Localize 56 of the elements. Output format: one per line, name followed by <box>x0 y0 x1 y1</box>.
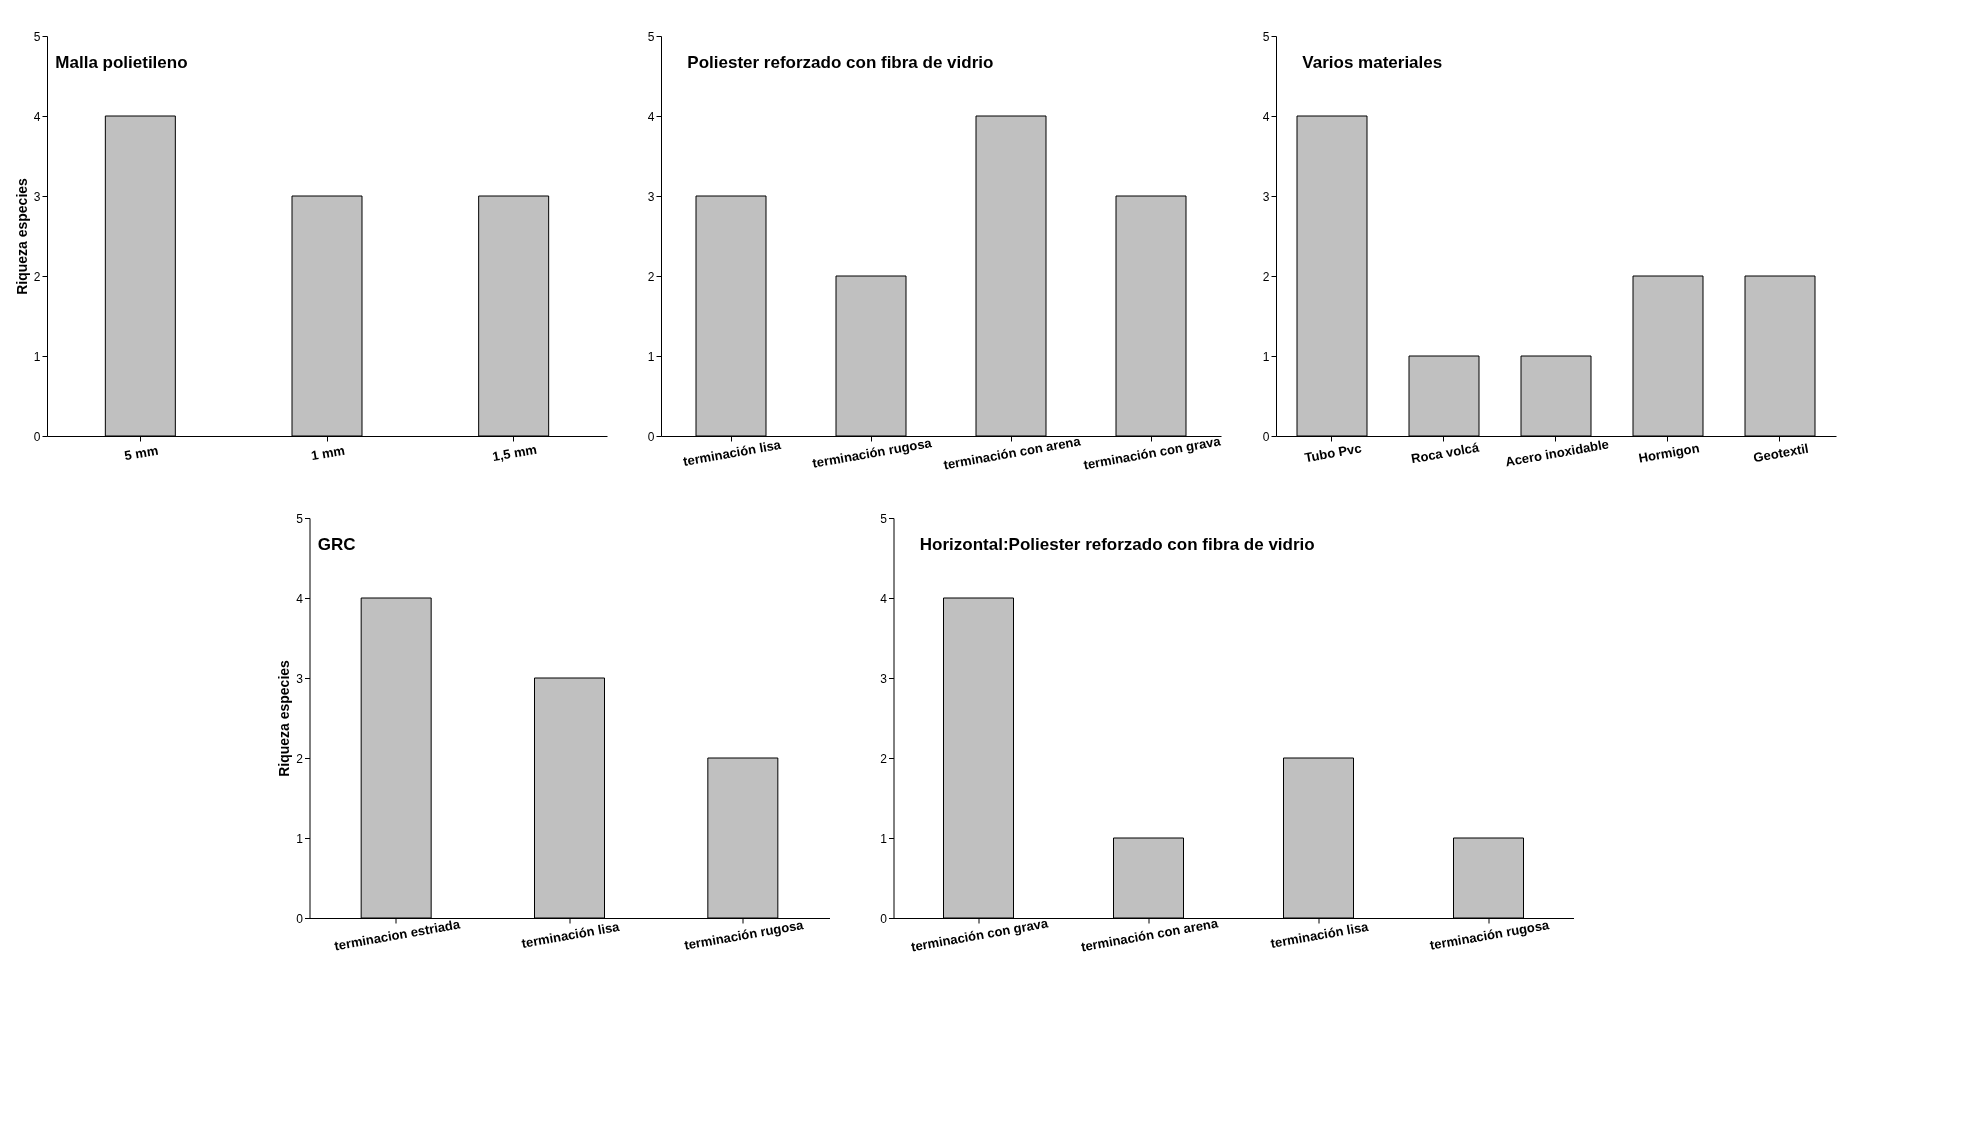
y-tick-label: 1 <box>880 831 888 846</box>
y-tick-label: 4 <box>647 109 655 124</box>
x-tick-label: terminación rugosa <box>683 916 806 953</box>
x-tick-label: terminación lisa <box>1269 918 1371 951</box>
y-tick-label: 2 <box>1262 269 1270 284</box>
y-tick-label: 3 <box>647 189 655 204</box>
y-tick-label: 1 <box>1262 349 1270 364</box>
y-tick-label: 5 <box>647 29 655 44</box>
y-tick-label: 5 <box>33 29 41 44</box>
y-tick-label: 0 <box>33 429 41 444</box>
x-tick-label: terminación con grava <box>1082 433 1223 473</box>
y-tick-label: 3 <box>880 671 888 686</box>
y-axis-title: Riqueza especies <box>13 177 30 295</box>
x-tick-label: 1,5 mm <box>491 441 538 465</box>
x-tick-label: Geotextil <box>1752 440 1810 466</box>
y-tick-label: 5 <box>1262 29 1270 44</box>
x-tick-label: Acero inoxidable <box>1504 436 1610 470</box>
x-tick-label: terminación con arena <box>942 433 1083 473</box>
y-tick-label: 2 <box>33 269 41 284</box>
text: GRC <box>317 535 356 554</box>
y-tick-label: 4 <box>1262 109 1270 124</box>
y-tick-label: 0 <box>880 911 888 926</box>
x-tick-label: 5 mm <box>123 442 160 464</box>
y-tick-label: 0 <box>647 429 655 444</box>
y-tick-label: 0 <box>296 911 304 926</box>
y-tick-label: 4 <box>33 109 41 124</box>
y-tick-label: 1 <box>33 349 41 364</box>
x-tick-label: Tubo Pvc <box>1303 440 1363 466</box>
x-tick-label: terminación lisa <box>681 436 783 469</box>
x-tick-label: terminación rugosa <box>811 434 934 471</box>
x-tick-label: Roca volcá <box>1409 439 1481 467</box>
x-tick-label: terminacion estriada <box>333 916 462 954</box>
x-tick-label: terminación con grava <box>909 915 1050 955</box>
text: Poliester reforzado con fibra de vidrio <box>687 53 994 72</box>
text: Malla polietileno <box>55 53 188 72</box>
x-tick-label: terminación lisa <box>520 918 622 951</box>
y-tick-label: 3 <box>33 189 41 204</box>
y-tick-label: 5 <box>296 511 304 526</box>
y-tick-label: 4 <box>880 591 888 606</box>
y-tick-label: 0 <box>1262 429 1270 444</box>
y-tick-label: 1 <box>647 349 655 364</box>
y-tick-label: 2 <box>296 751 304 766</box>
x-tick-label: terminación rugosa <box>1428 916 1551 953</box>
x-tick-label: Hormigon <box>1637 440 1701 466</box>
y-tick-label: 3 <box>296 671 304 686</box>
y-tick-label: 1 <box>296 831 304 846</box>
y-tick-label: 5 <box>880 511 888 526</box>
text: Varios materiales <box>1302 53 1443 72</box>
y-tick-label: 2 <box>647 269 655 284</box>
y-tick-label: 4 <box>296 591 304 606</box>
x-tick-label: 1 mm <box>309 442 346 464</box>
x-tick-label: terminación con arena <box>1079 915 1220 955</box>
y-axis-title: Riqueza especies <box>276 659 293 777</box>
y-tick-label: 3 <box>1262 189 1270 204</box>
text: Horizontal:Poliester reforzado con fibra de vidrio <box>919 535 1315 554</box>
y-tick-label: 2 <box>880 751 888 766</box>
